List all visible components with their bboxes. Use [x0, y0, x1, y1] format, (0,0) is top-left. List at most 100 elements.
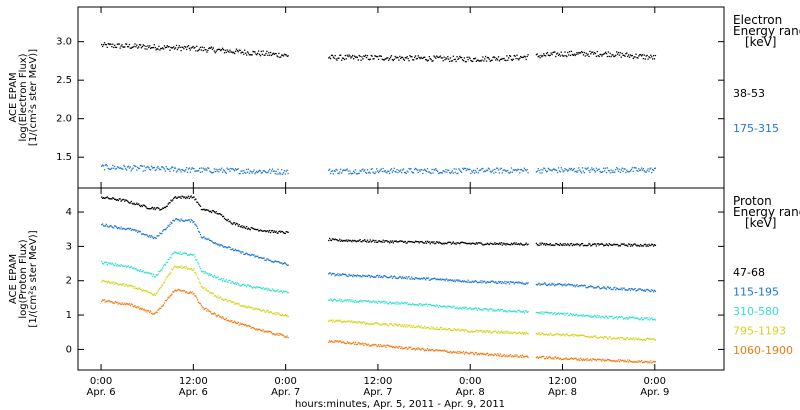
proton-point: [374, 301, 376, 304]
proton-point: [494, 242, 496, 244]
proton-point: [461, 306, 464, 309]
proton-point: [107, 197, 109, 199]
proton-point: [261, 230, 263, 232]
proton-point: [136, 307, 138, 309]
electron-point: [108, 43, 110, 46]
proton-point: [510, 332, 513, 334]
proton-point: [508, 309, 510, 312]
proton-point: [472, 331, 474, 333]
electron-point: [352, 54, 354, 57]
proton-point: [356, 322, 359, 324]
electron-point: [496, 167, 499, 169]
proton-point: [257, 308, 259, 310]
electron-point: [248, 54, 251, 56]
proton-point: [334, 340, 336, 342]
electron-point: [523, 55, 526, 57]
electron-point: [463, 57, 466, 59]
proton-point: [477, 307, 479, 309]
proton-point: [496, 310, 498, 312]
proton-point: [328, 273, 330, 275]
electron-point: [241, 170, 243, 172]
proton-point: [231, 319, 233, 322]
proton-point: [126, 227, 129, 230]
proton-point: [515, 311, 517, 313]
proton-point: [585, 359, 587, 361]
electron-point: [329, 57, 332, 60]
proton-point: [125, 302, 128, 305]
electron-point: [388, 59, 390, 61]
electron-point: [599, 170, 601, 173]
proton-point: [254, 256, 256, 258]
proton-point: [597, 242, 599, 245]
electron-point: [613, 171, 615, 174]
electron-point: [196, 45, 198, 47]
proton-point: [643, 243, 646, 246]
proton-point: [175, 290, 178, 292]
proton-point: [331, 300, 334, 302]
proton-point: [389, 276, 392, 278]
electron-point: [282, 171, 285, 174]
proton-point: [222, 278, 225, 280]
electron-point: [176, 170, 179, 172]
electron-point: [344, 169, 347, 172]
electron-point: [493, 56, 495, 58]
proton-point: [334, 238, 336, 240]
electron-point: [154, 46, 156, 49]
proton-point: [152, 237, 155, 240]
proton-point: [160, 233, 162, 235]
proton-point: [595, 316, 598, 318]
proton-point: [454, 328, 456, 331]
proton-point: [377, 274, 379, 276]
proton-point: [610, 338, 612, 340]
proton-point: [396, 346, 398, 348]
proton-point: [209, 239, 211, 242]
electron-point: [151, 167, 154, 169]
proton-point: [502, 242, 504, 244]
proton-point: [203, 236, 205, 238]
proton-point: [616, 287, 618, 289]
proton-point: [536, 311, 538, 314]
proton-point: [113, 264, 116, 267]
proton-point: [476, 281, 478, 284]
proton-point: [628, 317, 630, 319]
proton-point: [571, 334, 574, 336]
electron-point: [419, 57, 421, 60]
proton-point: [336, 340, 338, 342]
electron-point: [558, 53, 561, 55]
electron-point: [113, 165, 116, 168]
proton-point: [205, 237, 207, 239]
proton-point: [588, 285, 590, 288]
electron-point: [503, 57, 505, 60]
proton-point: [174, 265, 177, 268]
proton-point: [362, 300, 364, 302]
proton-point: [584, 244, 586, 247]
electron-point: [184, 45, 186, 48]
proton-point: [411, 241, 413, 243]
proton-point: [280, 333, 282, 335]
proton-point: [382, 323, 384, 325]
electron-point: [147, 165, 149, 168]
electron-point: [406, 170, 408, 172]
proton-point: [552, 334, 554, 336]
electron-point: [586, 167, 588, 170]
proton-point: [376, 275, 378, 277]
proton-point: [614, 286, 616, 289]
electron-point: [552, 168, 554, 171]
proton-point: [355, 275, 358, 277]
proton-point: [429, 279, 431, 281]
proton-point: [208, 290, 210, 292]
electron-point: [623, 167, 625, 170]
proton-point: [208, 274, 210, 276]
electron-point: [497, 56, 500, 58]
proton-point: [362, 274, 364, 276]
proton-point: [200, 285, 203, 287]
proton-point: [574, 286, 576, 288]
proton-point: [329, 237, 331, 240]
proton-point: [190, 254, 192, 256]
proton-point: [270, 290, 273, 292]
proton-point: [368, 345, 370, 347]
proton-point: [424, 240, 427, 243]
proton-point: [129, 202, 131, 204]
proton-point: [634, 243, 636, 245]
proton-point: [503, 309, 505, 312]
